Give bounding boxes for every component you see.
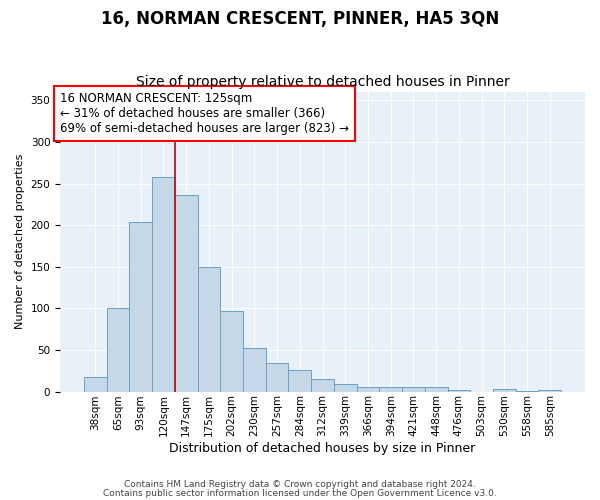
Bar (493, 389, 515, 392)
Bar (334, 384, 356, 392)
Bar (220, 311, 243, 392)
Text: 16, NORMAN CRESCENT, PINNER, HA5 3QN: 16, NORMAN CRESCENT, PINNER, HA5 3QN (101, 10, 499, 28)
Bar (84, 376, 107, 392)
Bar (130, 222, 152, 392)
Bar (425, 388, 448, 392)
Bar (538, 390, 561, 392)
Bar (266, 364, 289, 392)
Bar (402, 386, 425, 392)
Title: Size of property relative to detached houses in Pinner: Size of property relative to detached ho… (136, 76, 509, 90)
Bar (289, 370, 311, 392)
Bar (379, 388, 402, 392)
Bar (175, 195, 197, 392)
Text: 16 NORMAN CRESCENT: 125sqm
← 31% of detached houses are smaller (366)
69% of sem: 16 NORMAN CRESCENT: 125sqm ← 31% of deta… (60, 92, 349, 135)
Y-axis label: Number of detached properties: Number of detached properties (15, 154, 25, 330)
Bar (107, 308, 130, 392)
Bar (515, 390, 538, 392)
X-axis label: Distribution of detached houses by size in Pinner: Distribution of detached houses by size … (169, 442, 476, 455)
Bar (311, 379, 334, 392)
Bar (448, 390, 470, 392)
Bar (197, 267, 220, 392)
Text: Contains HM Land Registry data © Crown copyright and database right 2024.: Contains HM Land Registry data © Crown c… (124, 480, 476, 489)
Bar (356, 386, 379, 392)
Bar (152, 177, 175, 392)
Text: Contains public sector information licensed under the Open Government Licence v3: Contains public sector information licen… (103, 488, 497, 498)
Bar (243, 348, 266, 392)
